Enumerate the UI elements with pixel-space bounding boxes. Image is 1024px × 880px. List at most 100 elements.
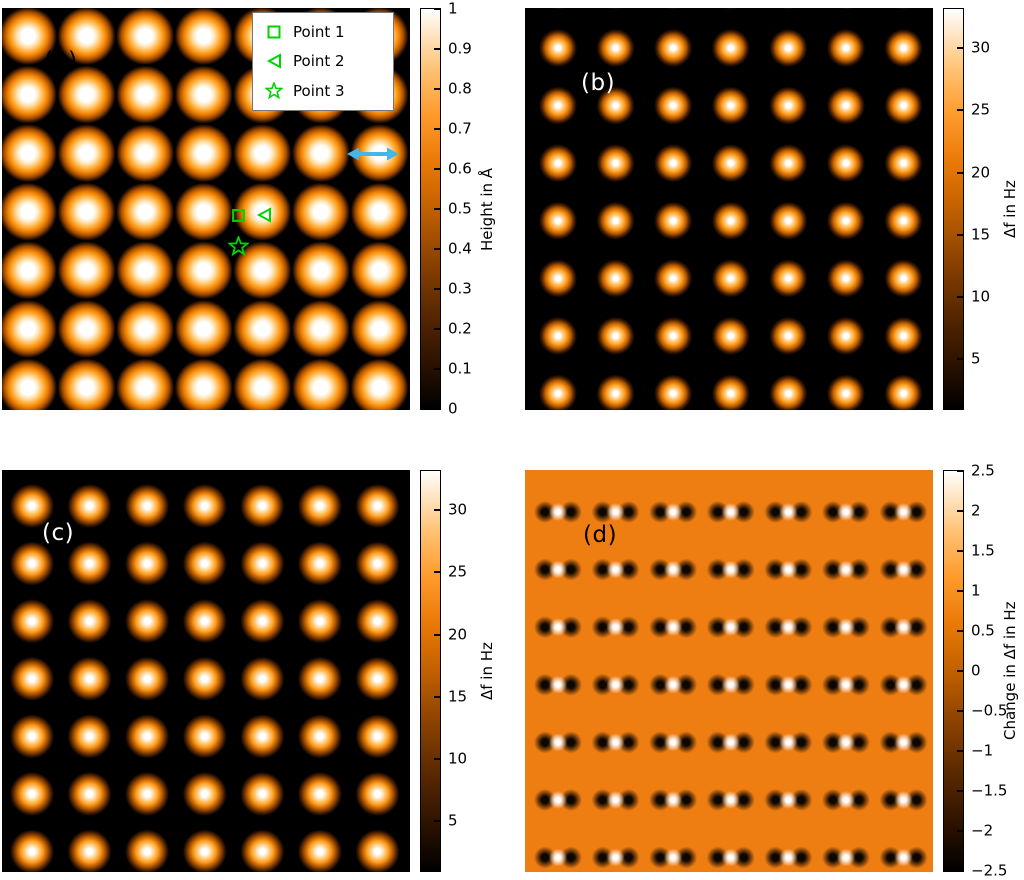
colorbar-tick-mark <box>957 46 963 49</box>
legend-label-point1: Point 1 <box>293 22 345 41</box>
colorbar-tick-label: 2 <box>971 501 981 520</box>
colorbar-tick-label: 0.4 <box>448 239 472 258</box>
colorbar-tick-label: 0 <box>448 399 458 418</box>
colorbar-tick-label: 1 <box>971 581 981 600</box>
colorbar-tick-mark <box>957 870 963 872</box>
colorbar-tick-label: −0.5 <box>971 701 1008 720</box>
heatmap-image-c: (c) <box>2 470 410 872</box>
colorbar-tick-label: 5 <box>971 350 981 369</box>
colorbar-tick-mark <box>434 328 440 330</box>
colorbar-tick-label: 15 <box>448 687 468 706</box>
colorbar-tick-mark <box>434 88 440 90</box>
legend-label-point3: Point 3 <box>293 82 345 101</box>
colorbar-tick-label: −1.5 <box>971 781 1008 800</box>
colorbar-tick-label: 0.7 <box>448 119 472 138</box>
colorbar-tick-mark <box>434 168 440 170</box>
colorbar-gradient-c <box>421 471 440 871</box>
colorbar-tick-mark <box>957 710 963 712</box>
colorbar-tick-mark <box>434 758 440 760</box>
lateral-oscillation-arrow-icon <box>347 147 399 161</box>
colorbar-tick-label: −2 <box>971 821 994 840</box>
colorbar-tick-label: −2.5 <box>971 861 1008 880</box>
heatmap-image-d: (d) <box>525 470 933 872</box>
colorbar-tick-mark <box>434 208 440 210</box>
colorbar-tick-mark <box>957 590 963 592</box>
panel-letter-a: (a) <box>44 48 78 74</box>
panel-letter-b: (b) <box>581 70 616 96</box>
colorbar-tick-mark <box>957 670 963 672</box>
panel-letter-d: (d) <box>583 522 618 548</box>
colorbar-tick-label: 30 <box>971 38 991 57</box>
star-marker-icon <box>265 82 283 100</box>
colorbar-tick-label: 20 <box>971 163 991 182</box>
colorbar-tick-mark <box>434 820 440 823</box>
colorbar-tick-label: 30 <box>448 500 468 519</box>
colorbar-tick-label: 20 <box>448 625 468 644</box>
heatmap-image-a: (a) Point 1 Point 2 <box>2 8 410 410</box>
legend-item-point1: Point 1 <box>265 23 393 41</box>
colorbar-tick-label: 0.5 <box>971 621 995 640</box>
colorbar-tick-mark <box>434 128 440 130</box>
legend-item-point3: Point 3 <box>265 82 393 100</box>
colorbar-tick-mark <box>434 571 440 574</box>
colorbar-b: 30 25 20 15 10 5 <box>943 8 990 410</box>
colorbar-gradient-d <box>944 471 963 871</box>
colorbar-tick-mark <box>957 830 963 832</box>
point2-triangle-marker-icon <box>256 207 271 223</box>
colorbar-tick-mark <box>434 368 440 370</box>
colorbar-tick-mark <box>434 288 440 290</box>
colorbar-label-d: Change in Δf in Hz <box>1001 601 1019 741</box>
colorbar-tick-label: 2.5 <box>971 461 995 480</box>
colorbar-tick-mark <box>434 696 440 698</box>
colorbar-c: 30 25 20 15 10 5 <box>420 470 467 872</box>
colorbar-tick-mark <box>957 296 963 298</box>
colorbar-tick-mark <box>957 358 963 361</box>
colorbar-tick-label: 25 <box>448 562 468 581</box>
colorbar-tick-mark <box>957 234 963 236</box>
colorbar-tick-label: 0.5 <box>448 199 472 218</box>
colorbar-gradient-b <box>944 9 963 409</box>
colorbar-tick-label: 0.8 <box>448 79 472 98</box>
colorbar-tick-label: 10 <box>448 749 468 768</box>
colorbar-label-a: Height in Å <box>478 167 496 251</box>
colorbar-tick-mark <box>957 470 963 472</box>
heatmap-image-b: (b) <box>525 8 933 410</box>
legend-label-point2: Point 2 <box>293 52 345 71</box>
point1-square-marker-icon <box>232 209 245 222</box>
colorbar-tick-mark <box>957 510 963 512</box>
colorbar-tick-label: 0.3 <box>448 279 472 298</box>
panel-letter-c: (c) <box>42 520 75 546</box>
legend-item-point2: Point 2 <box>265 52 393 70</box>
colorbar-a: 1 0.9 0.8 0.7 0.6 0.5 0.4 0.3 0.2 0.1 0 <box>420 0 472 418</box>
colorbar-tick-mark <box>957 750 963 752</box>
colorbar-d: 2.5 2 1.5 1 0.5 0 −0.5 −1 −1.5 −2 −2.5 <box>943 462 1007 880</box>
colorbar-tick-label: 15 <box>971 225 991 244</box>
colorbar-tick-mark <box>434 408 440 410</box>
colorbar-tick-mark <box>434 8 440 10</box>
colorbar-tick-label: 0.6 <box>448 159 472 178</box>
colorbar-tick-label: −1 <box>971 741 994 760</box>
colorbar-tick-mark <box>957 790 963 792</box>
colorbar-tick-mark <box>434 633 440 636</box>
colorbar-tick-mark <box>957 109 963 112</box>
colorbar-tick-mark <box>434 248 440 250</box>
colorbar-tick-label: 0 <box>971 661 981 680</box>
colorbar-tick-label: 5 <box>448 812 458 831</box>
colorbar-label-c: Δf in Hz <box>478 642 496 700</box>
colorbar-tick-label: 1.5 <box>971 541 995 560</box>
colorbar-tick-mark <box>957 550 963 552</box>
colorbar-gradient-a <box>421 9 440 409</box>
colorbar-tick-label: 0.1 <box>448 359 472 378</box>
colorbar-tick-label: 25 <box>971 100 991 119</box>
colorbar-tick-label: 10 <box>971 287 991 306</box>
colorbar-tick-mark <box>434 48 440 50</box>
colorbar-tick-label: 0.2 <box>448 319 472 338</box>
colorbar-tick-mark <box>434 508 440 511</box>
triangle-left-marker-icon <box>266 53 281 70</box>
colorbar-label-b: Δf in Hz <box>1001 180 1019 238</box>
legend: Point 1 Point 2 Point 3 <box>252 12 394 111</box>
square-marker-icon <box>267 25 281 39</box>
colorbar-tick-mark <box>957 630 963 632</box>
colorbar-tick-label: 1 <box>448 0 458 18</box>
